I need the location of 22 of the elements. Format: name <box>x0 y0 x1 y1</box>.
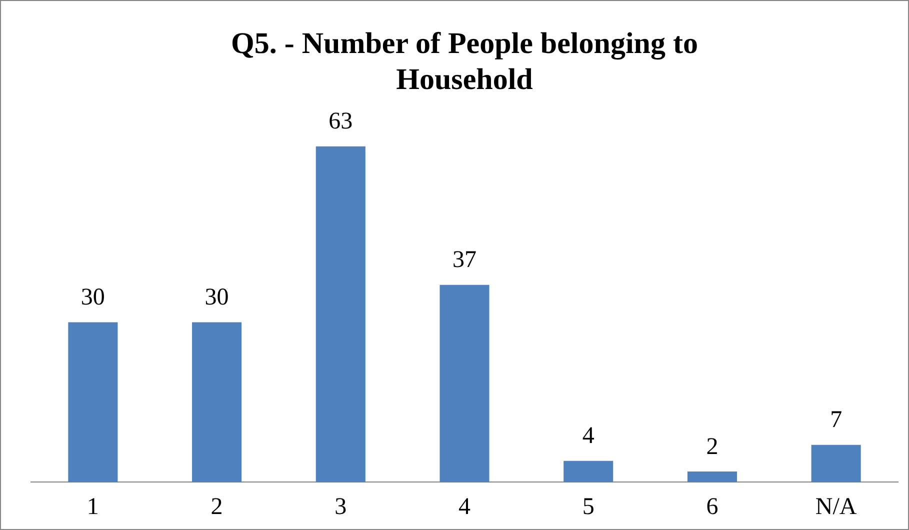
bar <box>316 146 366 482</box>
data-label: 2 <box>706 434 718 460</box>
x-tick-label: 6 <box>706 494 718 520</box>
data-label: 63 <box>328 108 353 135</box>
x-tick-label: 4 <box>458 494 470 520</box>
bar <box>687 472 737 482</box>
bar <box>68 322 118 482</box>
data-label: 4 <box>582 423 594 450</box>
chart-title: Q5. - Number of People belonging to Household <box>231 26 698 96</box>
x-tick-label: 3 <box>334 494 347 520</box>
x-tick-label: 1 <box>86 494 99 520</box>
x-tick-label: N/A <box>815 494 858 520</box>
bar <box>564 460 614 482</box>
data-label: 37 <box>452 247 476 274</box>
bar <box>192 322 242 482</box>
data-label: 30 <box>80 284 105 311</box>
bar <box>440 284 490 482</box>
data-label: 7 <box>830 407 842 434</box>
bar <box>811 444 861 482</box>
x-tick-label: 5 <box>582 494 594 520</box>
data-label: 30 <box>204 284 229 311</box>
x-tick-label: 2 <box>210 494 223 520</box>
